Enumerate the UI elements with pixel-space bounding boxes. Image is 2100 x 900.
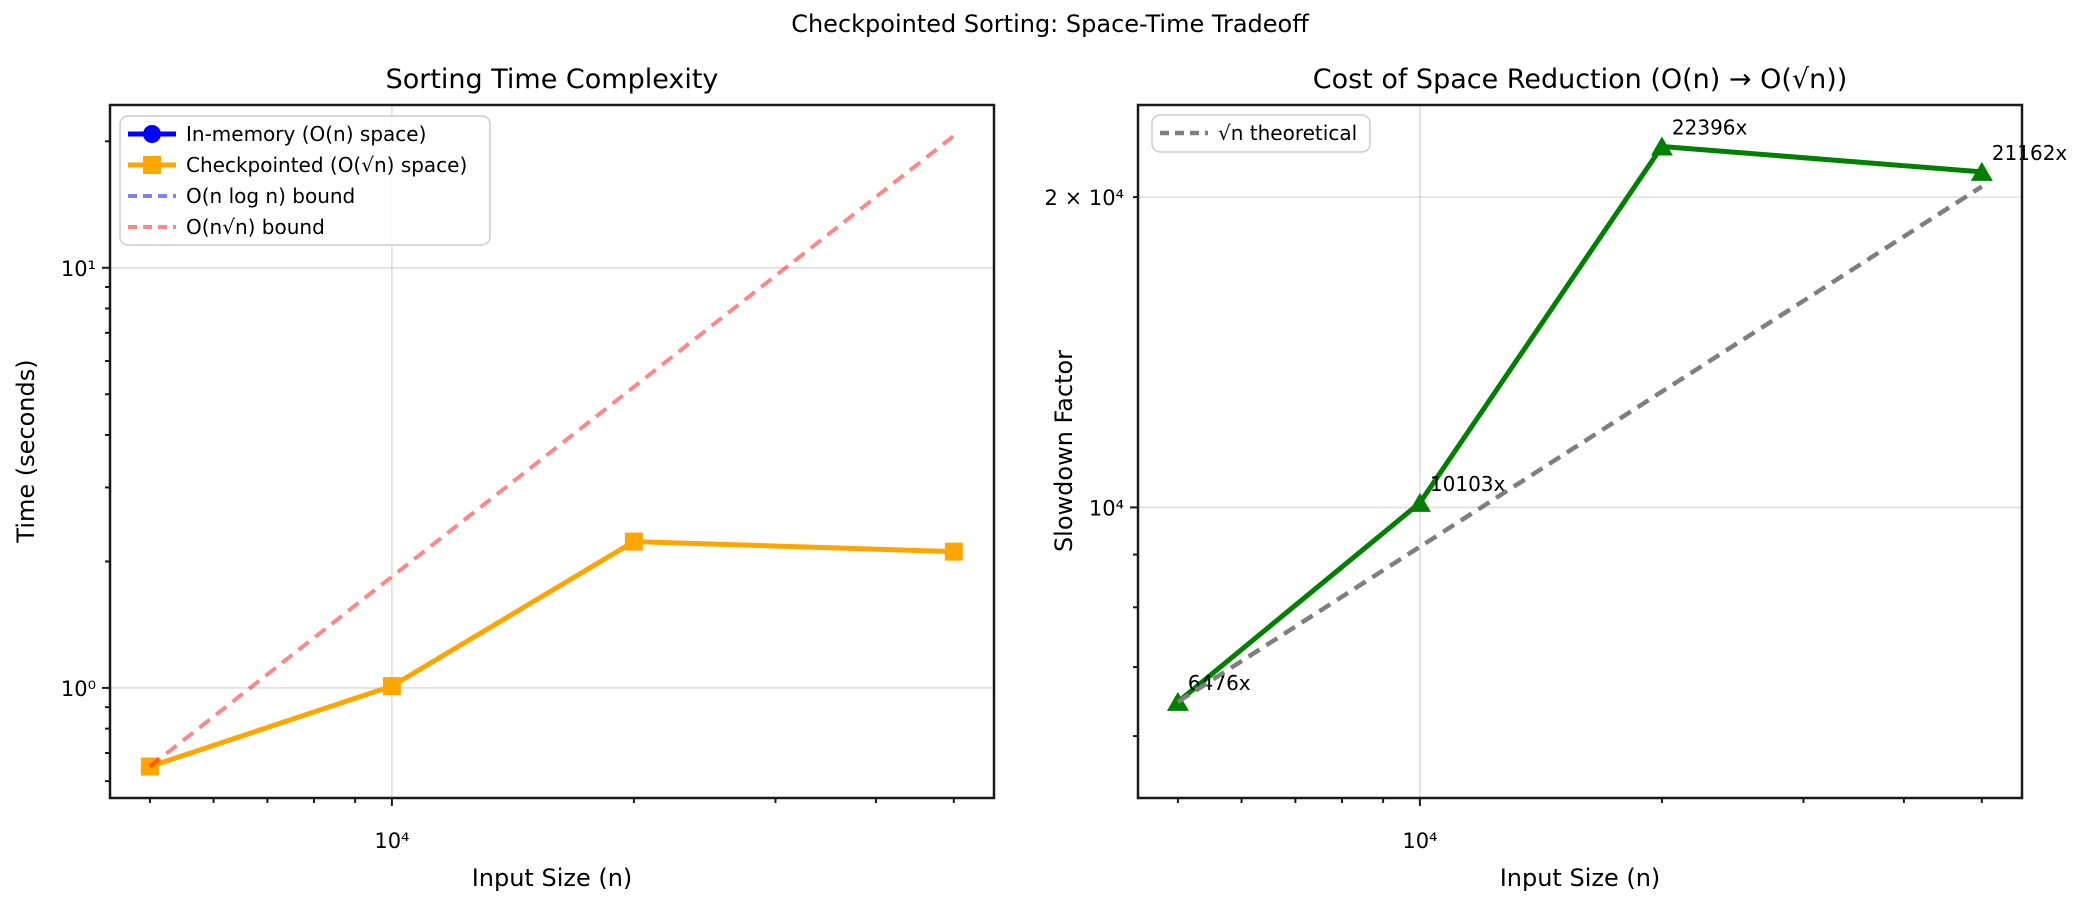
legend-label: O(n√n) bound xyxy=(186,215,325,239)
subplot-left: 10⁴ 10⁰ 10¹ Sorting Time Complexity Input Si… xyxy=(12,64,996,892)
figure-suptitle: Checkpointed Sorting: Space-Time Tradeof… xyxy=(791,10,1309,38)
legend-label: In-memory (O(n) space) xyxy=(186,122,426,146)
y-tick-label: 10⁴ xyxy=(1089,496,1124,520)
legend-box xyxy=(119,115,491,246)
y-axis-label: Slowdown Factor xyxy=(1050,350,1078,552)
data-point-marker xyxy=(382,677,401,696)
data-point-marker xyxy=(1408,492,1431,512)
plot-title: Cost of Space Reduction (O(n) → O(√n)) xyxy=(1313,64,1848,95)
x-tick-label: 10⁴ xyxy=(374,829,409,853)
data-point-marker xyxy=(1970,161,1993,181)
legend-label: O(n log n) bound xyxy=(186,184,355,208)
y-axis-label: Time (seconds) xyxy=(12,359,40,543)
x-axis-label: Input Size (n) xyxy=(472,864,633,892)
point-annotation: 21162x xyxy=(1992,141,2068,165)
plot-border xyxy=(1136,103,2024,800)
series-line xyxy=(1176,184,1984,704)
x-axis-label: Input Size (n) xyxy=(1500,864,1661,892)
data-point-marker xyxy=(143,156,161,174)
point-annotation: 10103x xyxy=(1430,472,1506,496)
series-line xyxy=(149,539,954,769)
legend-label: Checkpointed (O(√n) space) xyxy=(186,153,467,177)
y-tick-label: 10⁰ xyxy=(61,677,96,701)
y-tick-label: 10¹ xyxy=(61,257,96,281)
plot-title: Sorting Time Complexity xyxy=(386,64,719,95)
series-line xyxy=(148,134,956,769)
data-point-marker xyxy=(624,532,643,551)
legend-label: √n theoretical xyxy=(1218,121,1357,145)
x-tick-label: 10⁴ xyxy=(1402,829,1437,853)
point-annotation: 22396x xyxy=(1672,115,1748,139)
legend-box xyxy=(1151,114,1371,153)
legend: √n theoretical xyxy=(1151,114,1371,153)
data-point-marker xyxy=(1650,136,1673,156)
plot-border xyxy=(108,103,996,800)
y-tick-label: 2 × 10⁴ xyxy=(1045,186,1124,210)
data-point-marker xyxy=(143,125,161,143)
legend: In-memory (O(n) space) Checkpointed (O(√n… xyxy=(119,115,491,246)
data-point-marker xyxy=(140,757,159,776)
series-line xyxy=(1176,143,1983,704)
data-point-marker xyxy=(944,542,963,561)
